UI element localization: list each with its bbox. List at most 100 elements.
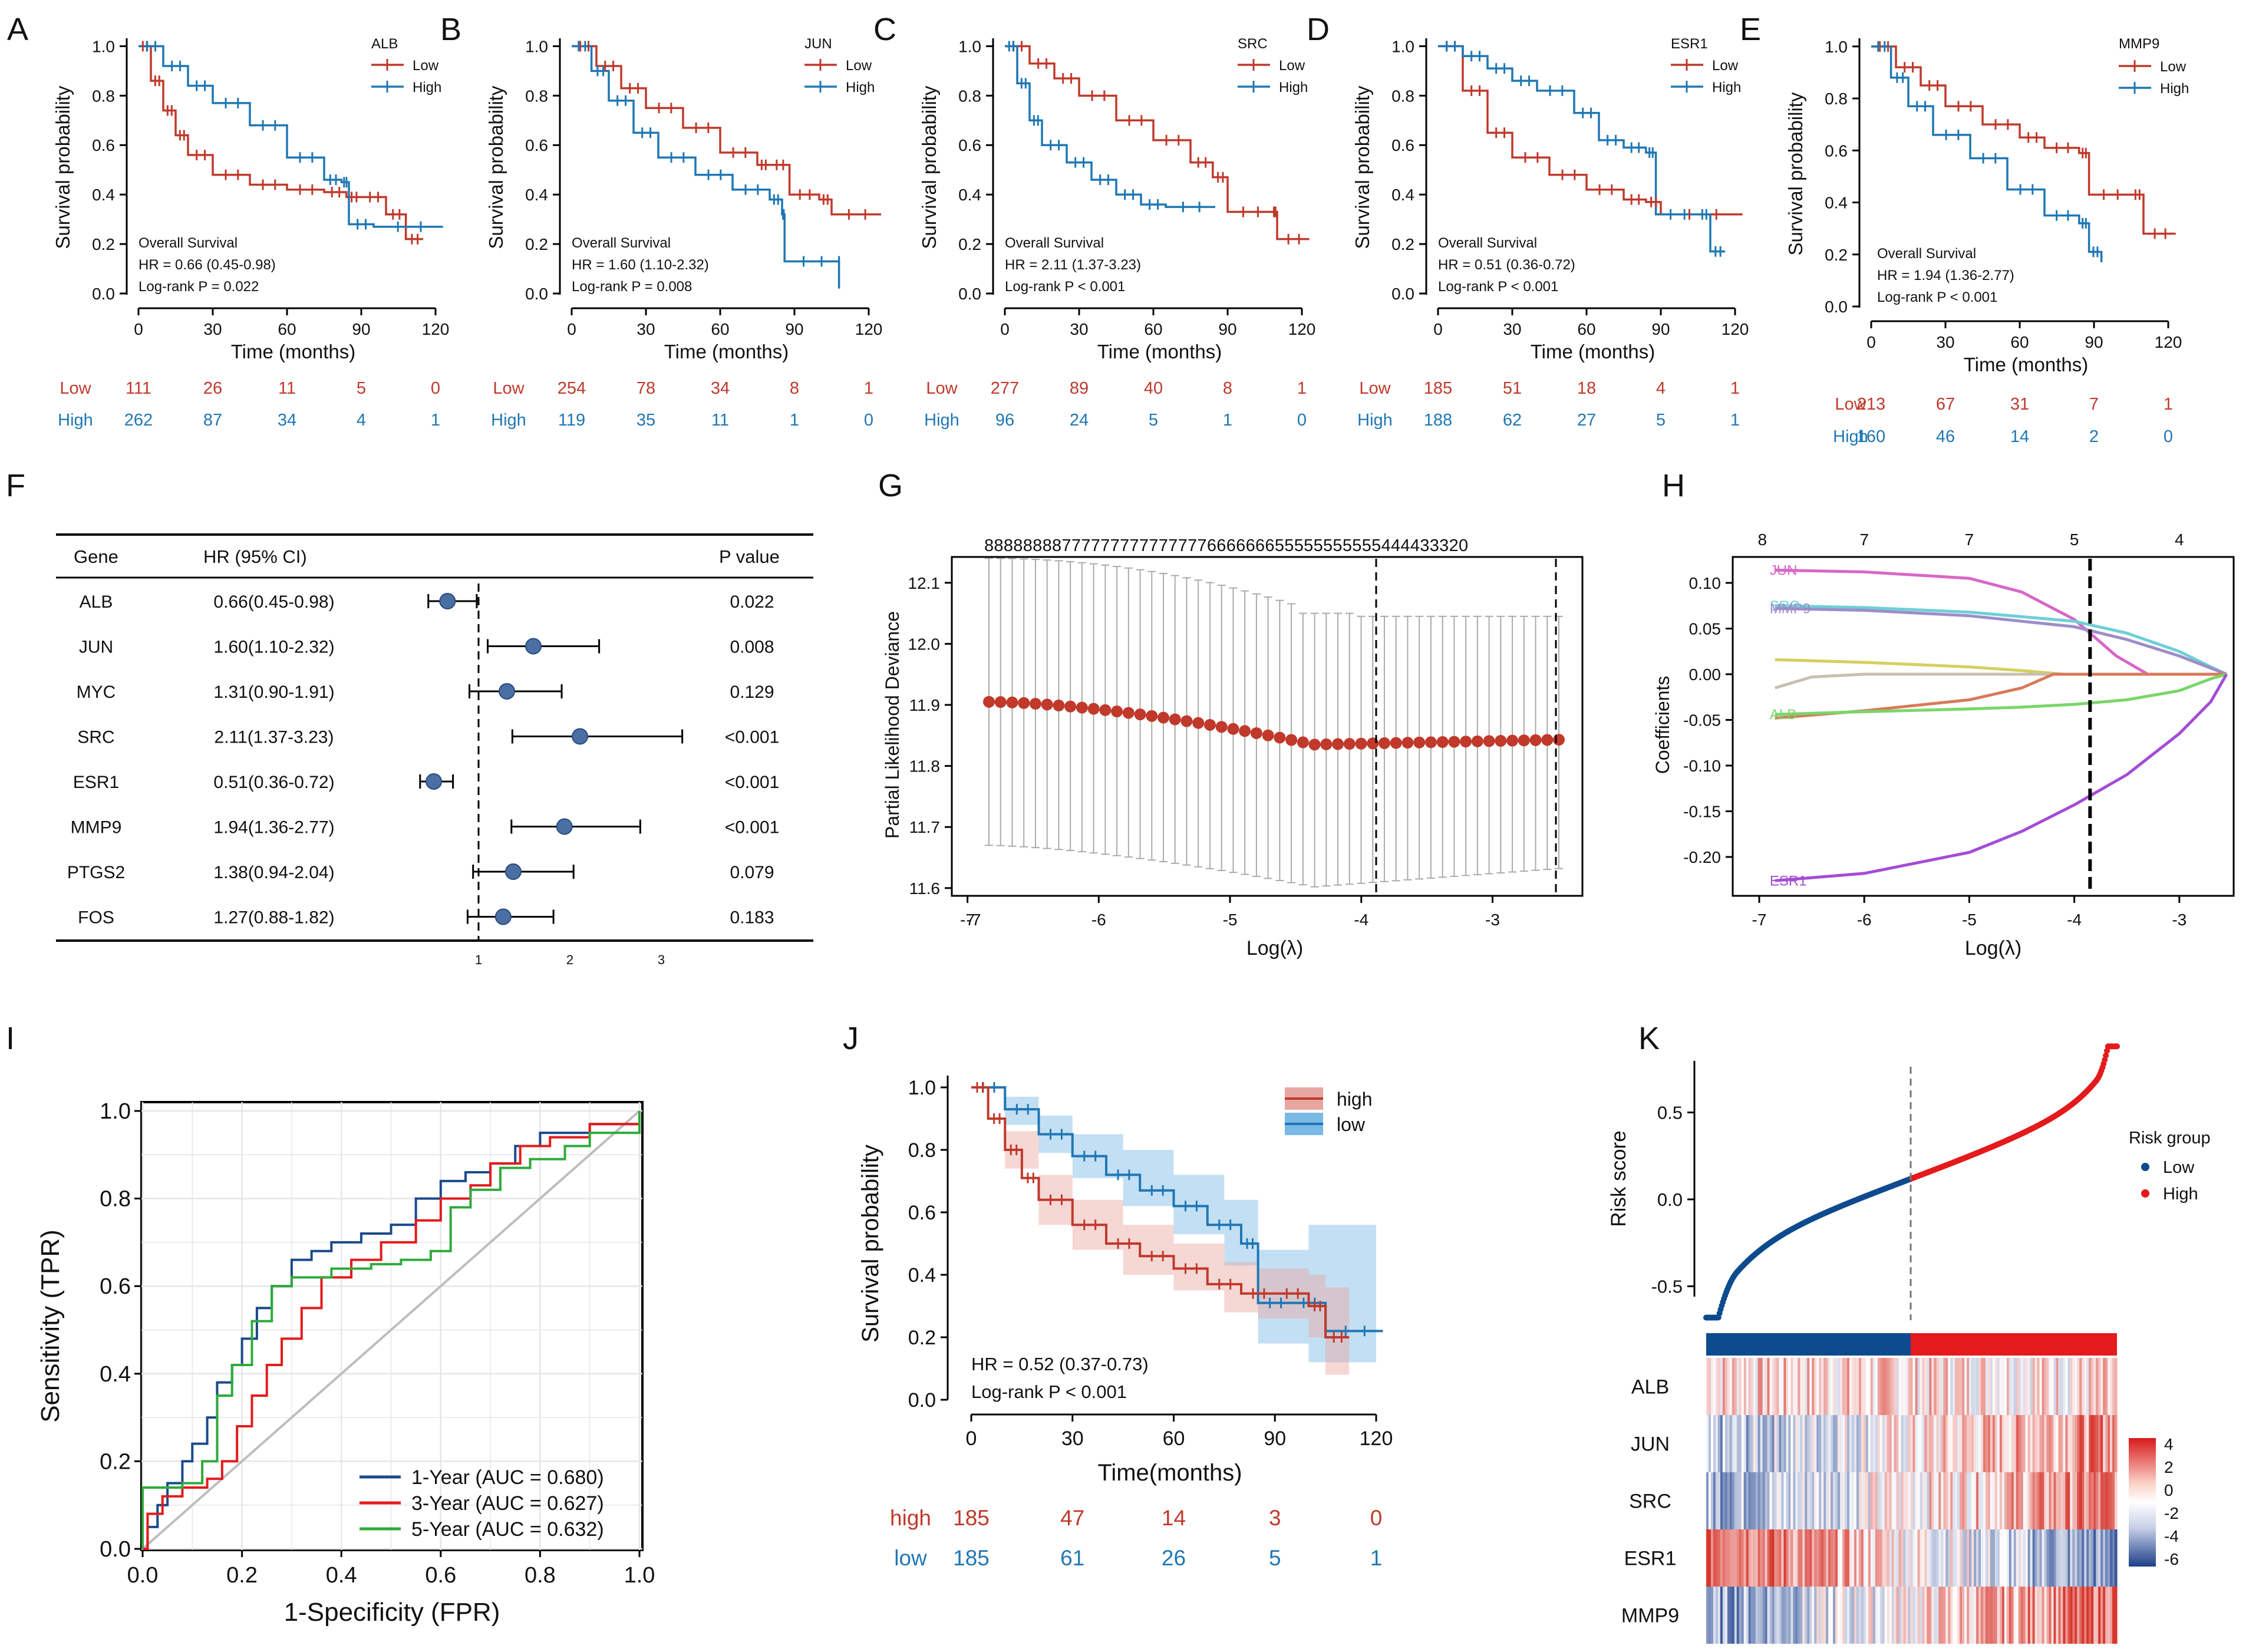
heatmap-cell	[1715, 1587, 1719, 1644]
risk-row-high-label: High	[491, 411, 526, 430]
heatmap-cell	[2105, 1415, 2108, 1472]
heatmap-cell	[1938, 1587, 1941, 1644]
heatmap-cell	[1713, 1415, 1716, 1472]
x-tick-label: -3	[2172, 911, 2187, 929]
heatmap-cell	[2063, 1358, 2066, 1415]
x-tick-label: 0	[567, 320, 576, 338]
heatmap-cell	[2086, 1587, 2089, 1644]
heatmap-cell	[2046, 1415, 2050, 1472]
heatmap-cell	[1757, 1472, 1761, 1529]
heatmap-cell	[1708, 1529, 1711, 1587]
heatmap-cell	[2044, 1587, 2047, 1644]
heatmap-cell	[2058, 1415, 2062, 1472]
low-survival-curve	[572, 45, 881, 216]
heatmap-cell	[2001, 1358, 2005, 1415]
heatmap-cell	[1875, 1415, 1878, 1472]
legend-high-label: High	[846, 80, 875, 95]
heatmap-cell	[1821, 1587, 1824, 1644]
heatmap-cell	[1868, 1358, 1871, 1415]
risk-row-low-label: Low	[60, 379, 91, 398]
heatmap-cell	[2105, 1472, 2108, 1529]
cv-mean-point	[1203, 718, 1216, 731]
risk-count-low: 40	[1144, 379, 1163, 398]
heatmap-cell	[1967, 1415, 1970, 1472]
heatmap-cell	[1769, 1587, 1773, 1644]
heatmap-cell	[2030, 1587, 2033, 1644]
heatmap-cell	[1826, 1415, 1829, 1472]
heatmap-cell	[1877, 1472, 1881, 1529]
heatmap-cell	[1849, 1529, 1852, 1587]
heatmap-cell	[2063, 1529, 2066, 1587]
heatmap-cell	[1978, 1415, 1981, 1472]
heatmap-cell	[1715, 1415, 1719, 1472]
forest-gene: MMP9	[71, 818, 122, 837]
heatmap-cell	[1757, 1415, 1761, 1472]
heatmap-cell	[2037, 1472, 2040, 1529]
heatmap-cell	[1861, 1529, 1864, 1587]
heatmap-cell	[1831, 1472, 1833, 1529]
heatmap-cell	[1999, 1529, 2003, 1587]
panel-label-j: J	[843, 1021, 859, 1056]
heatmap-cell	[1769, 1415, 1773, 1472]
heatmap-cell	[1835, 1529, 1838, 1587]
x-tick-label: -6	[1091, 911, 1106, 929]
y-tick-label: 1.0	[958, 37, 981, 55]
heatmap-cell	[1795, 1472, 1798, 1529]
top-variable-count: 4	[2175, 530, 2184, 549]
colorbar-tick-label: -4	[2164, 1527, 2179, 1545]
heatmap-cell	[1812, 1415, 1815, 1472]
coefficient-line-ptgs2	[1775, 658, 2227, 676]
heatmap-cell	[2046, 1472, 2050, 1529]
heatmap-cell	[1891, 1472, 1895, 1529]
y-tick-label: -0.5	[1651, 1277, 1683, 1297]
heatmap-cell	[1734, 1358, 1737, 1415]
cv-mean-point	[1308, 738, 1321, 751]
heatmap-cell	[1967, 1472, 1970, 1529]
heatmap-cell	[1729, 1472, 1733, 1529]
heatmap-cell	[1971, 1415, 1974, 1472]
heatmap-cell	[2105, 1358, 2108, 1415]
heatmap-cell	[2039, 1358, 2043, 1415]
heatmap-cell	[1802, 1415, 1805, 1472]
cv-mean-point	[1343, 738, 1356, 750]
heatmap-cell	[1915, 1358, 1918, 1415]
y-tick-label: -0.05	[1683, 711, 1721, 730]
km-panel-alb: A 0.0 0.2 0.4 0.6 0.8 1.0 0 30 60 90 120 Time (month…	[7, 12, 449, 430]
risk-count-low: 1	[864, 379, 873, 398]
heatmap-cell	[1898, 1529, 1902, 1587]
heatmap-cell	[1905, 1472, 1909, 1529]
heatmap-cell	[1828, 1587, 1831, 1644]
heatmap-cell	[1743, 1472, 1747, 1529]
y-tick-label: 0.8	[92, 87, 115, 105]
heatmap-cell	[1765, 1358, 1768, 1415]
heatmap-cell	[1739, 1415, 1742, 1472]
heatmap-cell	[1790, 1529, 1793, 1587]
heatmap-cell	[1976, 1587, 1979, 1644]
y-tick-label: 0.4	[92, 186, 115, 204]
risk-row-high-label: High	[924, 411, 959, 430]
y-tick-label: -0.20	[1683, 848, 1721, 866]
heatmap-cell	[1795, 1587, 1798, 1644]
heatmap-cell	[2108, 1358, 2110, 1415]
heatmap-cell	[1861, 1472, 1864, 1529]
risk-count-low: 89	[1070, 379, 1089, 398]
heatmap-cell	[1891, 1358, 1895, 1415]
heatmap-cell	[1710, 1587, 1714, 1644]
heatmap-cell	[1798, 1415, 1800, 1472]
low-survival-curve	[1438, 45, 1743, 216]
heatmap-cell	[1779, 1529, 1782, 1587]
heatmap-cell	[2001, 1587, 2005, 1644]
heatmap-cell	[1779, 1587, 1782, 1644]
heatmap-cell	[1920, 1358, 1923, 1415]
colorbar-tick-label: -6	[2164, 1550, 2179, 1568]
heatmap-cell	[1962, 1415, 1965, 1472]
heatmap-cell	[1960, 1358, 1963, 1415]
heatmap-cell	[1734, 1587, 1737, 1644]
heatmap-cell	[1844, 1472, 1848, 1529]
heatmap-cell	[1903, 1529, 1907, 1587]
heatmap-cell	[1774, 1587, 1777, 1644]
forest-p-value: <0.001	[725, 818, 780, 837]
heatmap-gene-label: JUN	[1631, 1433, 1670, 1456]
coefficient-label: ALB	[1770, 707, 1796, 723]
